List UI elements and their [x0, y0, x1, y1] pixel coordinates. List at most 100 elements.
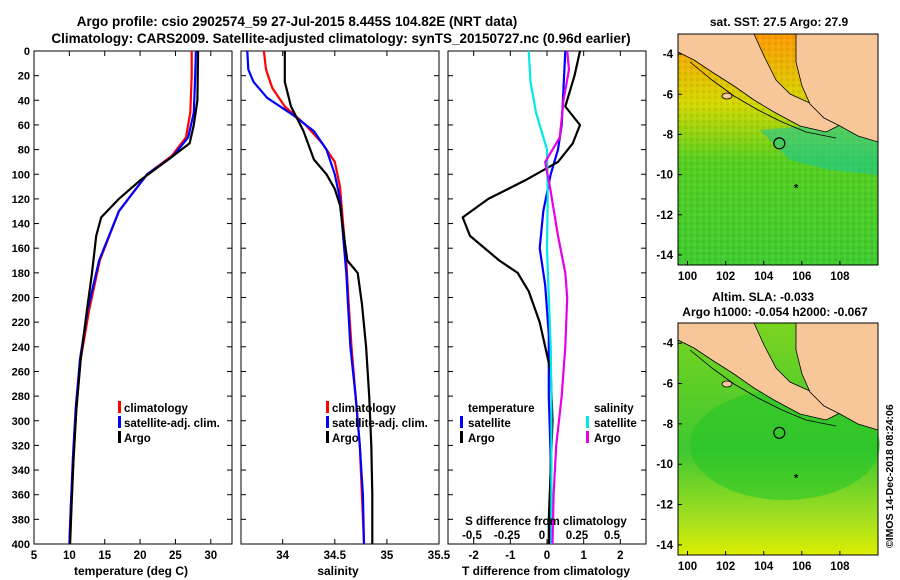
legend-label-sal-argo: Argo	[594, 433, 621, 445]
legend-label-climatology: climatology	[332, 403, 397, 415]
series-line-argo	[283, 51, 374, 544]
s-tick-label: -0.5	[462, 530, 482, 542]
sst-map-frame	[677, 33, 879, 266]
salinity-legend: climatology satellite-adj. clim. Argo	[326, 401, 428, 445]
sla-map-panel: Altim. SLA: -0.033 Argo h1000: -0.054 h2…	[656, 290, 880, 573]
salinity-difference-axis: -0.5 -0.25 0 0.25 0.5	[462, 530, 621, 542]
x-tick-label: 35.5	[428, 550, 451, 562]
lat-tick-label: -14	[656, 250, 673, 262]
lon-tick-label: 106	[792, 561, 811, 573]
legend-label-satellite-adj: satellite-adj. clim.	[124, 418, 220, 430]
lat-tick-label: -6	[663, 379, 673, 391]
legend-label-temp-argo: Argo	[468, 433, 495, 445]
lat-tick-label: -4	[663, 338, 674, 350]
lat-tick-label: -10	[656, 459, 673, 471]
lat-tick-label: -8	[663, 129, 674, 141]
legend-swatch-climatology	[118, 401, 121, 413]
sst-island	[721, 92, 733, 100]
sst-map-title: sat. SST: 27.5 Argo: 27.9	[710, 15, 849, 29]
series-line-temperature-argo	[461, 50, 582, 544]
depth-tick-label: 180	[12, 268, 30, 280]
depth-tick-label: 340	[12, 465, 30, 477]
s-tick-label: 0.25	[566, 530, 589, 542]
legend-label-sal-satellite: satellite	[594, 418, 637, 430]
sla-low-anomaly	[690, 390, 880, 500]
s-tick-label: -0.25	[494, 530, 521, 542]
difference-depth-axis	[448, 50, 646, 545]
lat-tick-label: -8	[663, 419, 674, 431]
legend-label-argo: Argo	[332, 433, 359, 445]
legend-swatch-satellite-adj	[326, 416, 329, 428]
sla-land-sumatra	[677, 322, 851, 421]
x-tick-label: 0	[544, 550, 550, 562]
lon-tick-label: 108	[830, 271, 850, 283]
depth-tick-label: 220	[12, 317, 30, 329]
depth-tick-label: 20	[18, 71, 30, 83]
temperature-x-label: temperature (deg C)	[74, 564, 188, 578]
depth-tick-label: 280	[12, 391, 30, 403]
x-tick-label: -1	[505, 550, 516, 562]
depth-tick-label: 200	[12, 293, 30, 305]
x-tick-label: 1	[580, 550, 587, 562]
temperature-plot-frame	[33, 50, 233, 545]
salinity-difference-label: S difference from climatology	[465, 516, 627, 528]
legend-swatch-argo	[326, 431, 329, 443]
temperature-panel: 0 20 40 60 80 100 120 140 160 180 200 220 240 260 280 3…	[12, 46, 233, 578]
legend-swatch-climatology	[326, 401, 329, 413]
depth-tick-label: 300	[12, 416, 30, 428]
depth-tick-label: 320	[12, 440, 30, 452]
legend-swatch-sal-argo	[586, 431, 589, 443]
legend-swatch-satellite-adj	[118, 416, 121, 428]
lat-tick-label: -4	[663, 49, 674, 61]
series-line-salinity-argo	[544, 50, 571, 545]
series-line-salinity-satellite	[527, 50, 553, 544]
difference-legend: temperature satellite Argo salinity sate…	[460, 403, 637, 445]
legend-title-temperature: temperature	[468, 403, 534, 415]
temperature-legend: climatology satellite-adj. clim. Argo	[118, 401, 220, 445]
sst-target-marker: *	[794, 183, 799, 195]
temperature-series	[68, 50, 200, 545]
lon-tick-label: 106	[792, 271, 811, 283]
lon-tick-label: 102	[716, 271, 735, 283]
series-line-argo	[69, 50, 200, 545]
sst-map-axes: 100 102 104 106 108 -4 -6 -8 -10 -12 -14	[656, 49, 850, 283]
x-tick-label: 5	[31, 550, 38, 562]
depth-tick-label: 40	[18, 95, 30, 107]
lat-tick-label: -12	[656, 500, 673, 512]
x-tick-label: 34.5	[324, 550, 347, 562]
depth-tick-label: 380	[12, 514, 30, 526]
lon-tick-label: 100	[678, 561, 697, 573]
salinity-depth-axis	[241, 50, 439, 545]
temperature-x-axis: 5 10 15 20 25 30	[31, 51, 217, 562]
sla-map-title: Altim. SLA: -0.033	[712, 290, 814, 304]
depth-tick-label: 260	[12, 366, 30, 378]
lon-tick-label: 104	[754, 561, 774, 573]
s-tick-label: 0	[539, 530, 545, 542]
depth-tick-label: 400	[12, 539, 30, 551]
lon-tick-label: 100	[678, 271, 697, 283]
lat-tick-label: -14	[656, 540, 673, 552]
temperature-depth-axis: 0 20 40 60 80 100 120 140 160 180 200 220 240 260 280 3…	[12, 46, 232, 551]
sla-argo-float-marker	[773, 426, 786, 439]
series-line-satellite-adj-clim-	[246, 50, 366, 545]
sla-map-frame	[677, 322, 879, 556]
legend-label-satellite-adj: satellite-adj. clim.	[332, 418, 428, 430]
lon-tick-label: 102	[716, 561, 735, 573]
figure-title-line1: Argo profile: csio 2902574_59 27-Jul-201…	[77, 14, 517, 29]
sla-map-axes: 100 102 104 106 108 -4 -6 -8 -10 -12 -14	[656, 338, 850, 573]
difference-x-axis: -2 -1 0 1 2	[469, 51, 624, 562]
x-tick-label: 34	[276, 550, 289, 562]
x-tick-label: 2	[617, 550, 623, 562]
salinity-x-label: salinity	[317, 564, 359, 578]
x-tick-label: 25	[169, 550, 182, 562]
figure-title-line2: Climatology: CARS2009. Satellite-adjuste…	[51, 31, 630, 46]
depth-tick-label: 120	[12, 194, 30, 206]
salinity-x-axis: 34 34.5 35 35.5	[276, 51, 451, 562]
depth-tick-label: 0	[24, 46, 30, 58]
legend-label-argo: Argo	[124, 433, 151, 445]
sst-map-panel: sat. SST: 27.5 Argo: 27.9 100 102 104 106 10…	[656, 15, 879, 283]
lat-tick-label: -10	[656, 170, 673, 182]
legend-swatch-sal-satellite	[586, 416, 589, 428]
depth-tick-label: 360	[12, 490, 30, 502]
x-tick-label: 15	[98, 550, 111, 562]
